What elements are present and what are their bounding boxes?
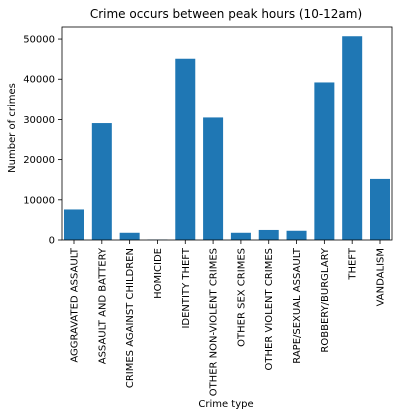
x-tick-label: OTHER SEX CRIMES bbox=[236, 248, 247, 347]
x-tick-label: ROBBERY/BURGLARY bbox=[320, 247, 331, 352]
x-tick-label: VANDALISM bbox=[376, 248, 387, 306]
bar bbox=[342, 36, 362, 240]
x-tick-label: RAPE/SEXUAL ASSAULT bbox=[292, 247, 303, 364]
y-tick-label: 0 bbox=[49, 236, 55, 247]
bar bbox=[370, 179, 390, 240]
bars-layer bbox=[64, 36, 390, 240]
bar bbox=[314, 82, 334, 240]
x-tick-label: OTHER VIOLENT CRIMES bbox=[264, 248, 275, 370]
y-axis-label: Number of crimes bbox=[7, 83, 18, 173]
x-tick-label: IDENTITY THEFT bbox=[181, 247, 192, 328]
bar bbox=[64, 209, 84, 240]
x-tick-label: ASSAULT AND BATTERY bbox=[97, 247, 108, 364]
chart-title: Crime occurs between peak hours (10-12am… bbox=[90, 7, 362, 21]
x-tick-label: OTHER NON-VIOLENT CRIMES bbox=[209, 248, 220, 396]
x-axis-label: Crime type bbox=[198, 399, 253, 410]
y-tick-label: 40000 bbox=[23, 75, 55, 86]
bar bbox=[259, 230, 279, 240]
x-tick-label: AGGRAVATED ASSAULT bbox=[70, 247, 81, 363]
y-tick-label: 20000 bbox=[23, 155, 55, 166]
bar bbox=[231, 233, 251, 240]
y-tick-label: 50000 bbox=[23, 35, 55, 46]
y-axis-ticks: 0 10000 20000 30000 40000 50000 bbox=[23, 35, 62, 247]
x-tick-label: CRIMES AGAINST CHILDREN bbox=[125, 248, 136, 388]
bar bbox=[175, 59, 195, 240]
y-tick-label: 30000 bbox=[23, 115, 55, 126]
x-tick-label: THEFT bbox=[348, 247, 359, 281]
bar bbox=[120, 233, 140, 240]
x-axis-ticks: AGGRAVATED ASSAULT ASSAULT AND BATTERY CRI… bbox=[70, 240, 387, 396]
y-tick-label: 10000 bbox=[23, 195, 55, 206]
bar bbox=[92, 123, 112, 240]
x-tick-label: HOMICIDE bbox=[153, 248, 164, 299]
bar bbox=[203, 117, 223, 240]
bar bbox=[287, 231, 307, 240]
